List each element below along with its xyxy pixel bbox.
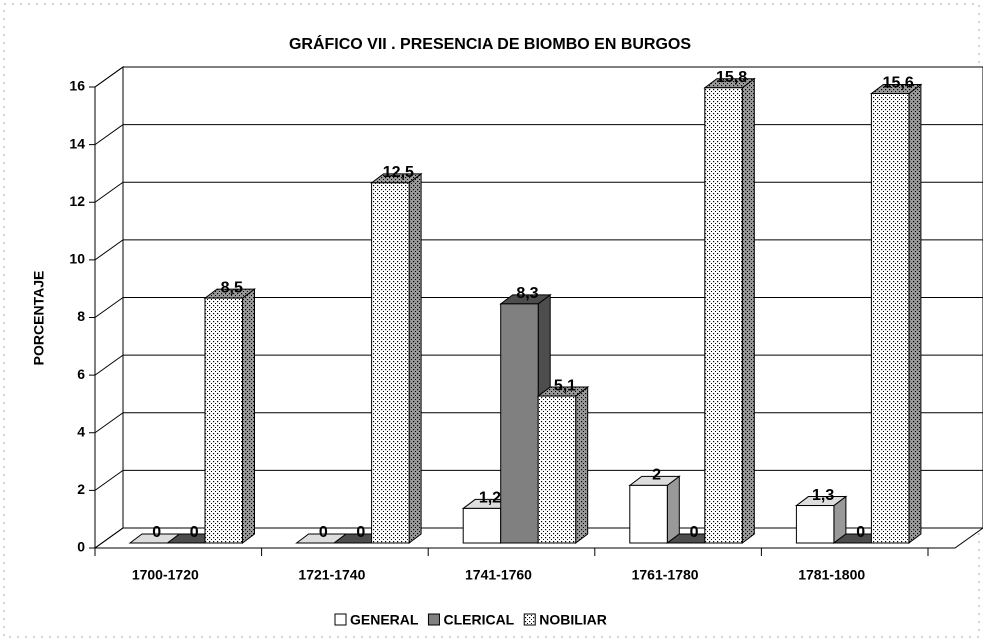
data-label: 15,6 [883, 75, 914, 92]
legend-label: GENERAL [350, 612, 419, 628]
y-tick-label: 16 [69, 78, 85, 94]
data-label: 8,5 [221, 279, 243, 296]
data-label: 5,1 [554, 377, 576, 394]
y-axis-label: PORCENTAJE [31, 271, 47, 366]
grid-line-side [94, 66, 124, 88]
x-tick-label: 1700-1720 [132, 567, 199, 583]
bar-side [666, 475, 680, 544]
bar-side [908, 83, 922, 544]
data-label: 1,3 [812, 487, 834, 504]
data-label: 1,2 [479, 490, 501, 507]
y-tick-label: 4 [77, 423, 85, 439]
y-tick-label: 10 [69, 251, 85, 267]
grid-line-side [94, 527, 124, 549]
bar-side [741, 77, 755, 544]
bar [870, 93, 910, 544]
legend-label: NOBILIAR [539, 612, 607, 628]
grid-line-side [94, 412, 124, 434]
x-tick-label: 1761-1780 [632, 567, 699, 583]
data-label: 12,5 [383, 164, 414, 181]
data-label: 8,3 [516, 285, 538, 302]
data-label: 0 [356, 524, 365, 541]
legend-swatch [334, 613, 347, 626]
bar-side [408, 172, 422, 544]
x-tick-label: 1741-1760 [465, 567, 532, 583]
x-tick-label: 1721-1740 [298, 567, 365, 583]
bar [204, 297, 243, 544]
bar [795, 505, 835, 544]
x-tick-label: 1781-1800 [798, 567, 865, 583]
y-tick-label: 0 [77, 539, 85, 555]
bar [371, 182, 410, 544]
data-label: 2 [652, 467, 661, 484]
data-label: 15,8 [716, 69, 747, 86]
y-tick-label: 14 [69, 135, 85, 151]
data-label: 0 [319, 524, 328, 541]
grid-line-side [94, 354, 124, 376]
legend-label: CLERICAL [443, 612, 514, 628]
legend-swatch [523, 613, 536, 626]
bar [500, 303, 539, 544]
data-label: 0 [690, 524, 699, 541]
grid-line-side [94, 124, 124, 146]
grid-line-side [94, 297, 124, 318]
bar-side [242, 288, 255, 544]
grid-line-side [94, 239, 124, 261]
bar-side [575, 386, 589, 544]
bar [629, 484, 668, 544]
y-tick-label: 12 [69, 193, 85, 209]
y-tick-label: 6 [77, 366, 85, 382]
data-label: 0 [190, 524, 199, 541]
bar [462, 507, 502, 544]
bar [537, 395, 577, 544]
y-tick-label: 2 [77, 481, 85, 497]
legend-swatch [427, 613, 440, 626]
data-label: 0 [856, 524, 865, 541]
grid-line-side [94, 181, 124, 203]
grid-line-side [94, 469, 124, 491]
bar [704, 87, 743, 544]
y-tick-label: 8 [77, 308, 85, 324]
data-label: 0 [152, 524, 161, 541]
chart-title: GRÁFICO VII . PRESENCIA DE BIOMBO EN BUR… [289, 34, 691, 53]
